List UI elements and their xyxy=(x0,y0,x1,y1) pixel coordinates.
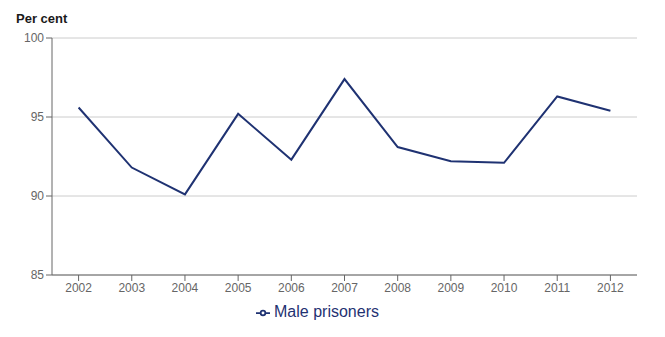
svg-text:2003: 2003 xyxy=(118,281,145,295)
svg-text:85: 85 xyxy=(31,268,45,282)
html-text:Male prisoners: Male prisoners xyxy=(274,303,379,320)
svg-text:2012: 2012 xyxy=(597,281,624,295)
svg-text:2007: 2007 xyxy=(331,281,358,295)
svg-text:2002: 2002 xyxy=(65,281,92,295)
html-text:Per cent: Per cent xyxy=(16,11,68,26)
svg-text:95: 95 xyxy=(31,110,45,124)
svg-text:2005: 2005 xyxy=(225,281,252,295)
svg-text:2006: 2006 xyxy=(278,281,305,295)
svg-text:2009: 2009 xyxy=(438,281,465,295)
svg-text:2011: 2011 xyxy=(544,281,570,295)
svg-text:2004: 2004 xyxy=(172,281,199,295)
svg-text:2010: 2010 xyxy=(491,281,518,295)
svg-text:100: 100 xyxy=(24,31,44,45)
svg-text:2008: 2008 xyxy=(384,281,411,295)
svg-text:90: 90 xyxy=(31,189,45,203)
